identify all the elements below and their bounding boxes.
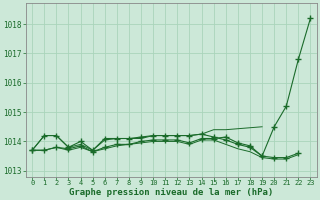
- X-axis label: Graphe pression niveau de la mer (hPa): Graphe pression niveau de la mer (hPa): [69, 188, 274, 197]
